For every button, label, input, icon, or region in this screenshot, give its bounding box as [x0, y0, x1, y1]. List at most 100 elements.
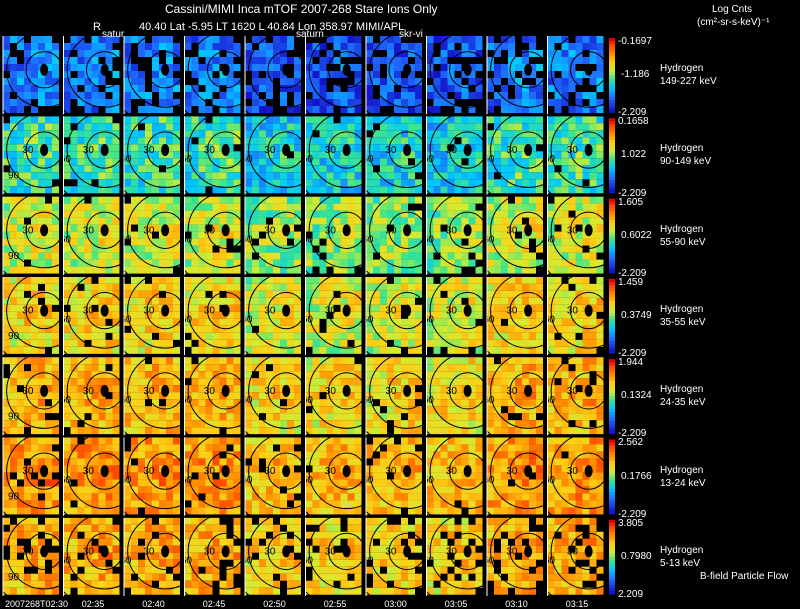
- contour-label-30: 30: [83, 225, 95, 236]
- colorbar-segment: [609, 380, 615, 385]
- saturn-marker: [40, 384, 49, 397]
- colorbar-segment: [609, 294, 615, 299]
- colorbar-segment: [609, 152, 615, 157]
- image-panel: [124, 357, 184, 436]
- colorbar-segment: [609, 106, 615, 110]
- contour-ring: [66, 36, 123, 108]
- contour-label-30: 30: [22, 546, 34, 557]
- contour-label-90: 90: [8, 331, 20, 342]
- colorbar-segment: [609, 288, 615, 292]
- colorbar-segment: [609, 408, 615, 413]
- contour-label-30: 30: [506, 466, 518, 477]
- colorbar-segment: [609, 207, 615, 212]
- image-panel: [487, 116, 547, 195]
- colorbar-segment: [609, 501, 615, 506]
- colorbar-segment: [609, 532, 615, 536]
- saturn-marker: [100, 465, 109, 478]
- colorbar-mid: 0.3749: [621, 310, 652, 321]
- colorbar-min: -2.209: [618, 428, 647, 440]
- image-panel: [366, 36, 426, 115]
- contour-ring: [569, 532, 607, 571]
- colorbar-segment: [609, 201, 615, 206]
- contour-label-60: 60: [302, 395, 314, 406]
- colorbar-segment: [609, 550, 615, 555]
- contour-label-90: 90: [8, 171, 20, 182]
- saturn-marker: [524, 224, 533, 237]
- saturn-marker: [342, 224, 351, 237]
- contour-ring: [206, 51, 244, 89]
- colorbar-segment: [609, 328, 615, 333]
- colorbar-segment: [609, 297, 615, 302]
- contour-label-30: 30: [22, 386, 34, 397]
- image-panel: [245, 36, 305, 115]
- colorbar-segment: [609, 44, 615, 48]
- contour-label-90: 90: [8, 492, 20, 503]
- image-panel: [3, 517, 63, 597]
- image-panel: [305, 276, 365, 356]
- contour-ring: [509, 211, 547, 249]
- image-panel: [547, 196, 607, 275]
- colorbar-segment: [609, 368, 615, 373]
- contour-ring: [187, 276, 244, 349]
- contour-ring: [509, 51, 547, 89]
- contour-label-60: 60: [181, 154, 193, 165]
- contour-ring: [388, 452, 426, 490]
- colorbar-mid: 0.1324: [621, 390, 652, 402]
- contour-ring: [327, 291, 365, 330]
- saturn-marker: [40, 545, 49, 558]
- contour-label-30: 30: [506, 546, 518, 557]
- contour-label-60: 60: [302, 555, 314, 566]
- colorbar-segment: [609, 146, 615, 150]
- colorbar-segment: [609, 127, 615, 132]
- contour-ring: [25, 211, 63, 249]
- contour-ring: [66, 517, 123, 590]
- colorbar-segment: [609, 519, 615, 524]
- saturn-marker: [282, 144, 291, 157]
- x-tick-label: 02:55: [323, 599, 347, 609]
- contour-label-30: 30: [264, 386, 276, 397]
- contour-ring: [25, 532, 63, 571]
- image-panel: [426, 437, 486, 516]
- image-panel: [487, 437, 547, 516]
- contour-ring: [429, 437, 486, 510]
- image-panel: [487, 517, 547, 597]
- colorbar-segment: [609, 359, 615, 363]
- contour-label-60: 60: [241, 475, 253, 486]
- image-panel: [245, 116, 305, 195]
- contour-ring: [85, 452, 123, 490]
- position-line: 40.40 Lat -5.95 LT 1620 L 40.84 Lon 358.…: [139, 21, 405, 33]
- colorbar-segment: [609, 161, 615, 166]
- contour-label-30: 30: [143, 386, 155, 397]
- contour-label-60: 60: [544, 154, 556, 165]
- colorbar-segment: [609, 241, 615, 246]
- contour-ring: [308, 437, 365, 510]
- colorbar-segment: [609, 68, 615, 73]
- colorbar-segment: [609, 417, 615, 422]
- contour-label-30: 30: [83, 466, 95, 477]
- colorbar-segment: [609, 559, 615, 564]
- x-tick-label: 2007268T02:30: [5, 599, 69, 609]
- contour-label-30: 30: [143, 546, 155, 557]
- colorbar-segment: [609, 164, 615, 169]
- image-panel: [3, 437, 63, 516]
- colorbar-segment: [609, 538, 615, 542]
- contour-ring: [127, 196, 184, 269]
- colorbar-segment: [609, 485, 615, 490]
- pos-label: R: [93, 21, 101, 33]
- image-panel: [184, 36, 244, 115]
- image-panel: [426, 357, 486, 436]
- colorbar-segment: [609, 300, 615, 305]
- colorbar-segment: [609, 210, 615, 215]
- contour-ring: [85, 211, 123, 249]
- colorbar-segment: [609, 269, 615, 274]
- contour-ring: [509, 291, 547, 330]
- contour-label-60: 60: [302, 475, 314, 486]
- contour-ring: [6, 116, 63, 189]
- contour-ring: [327, 51, 365, 89]
- contour-ring: [429, 36, 486, 108]
- colorbar-segment: [609, 251, 615, 255]
- colorbar-segment: [609, 414, 615, 419]
- image-panel: [245, 276, 305, 356]
- contour-label-30: 30: [567, 225, 579, 236]
- colorbar-segment: [609, 155, 615, 160]
